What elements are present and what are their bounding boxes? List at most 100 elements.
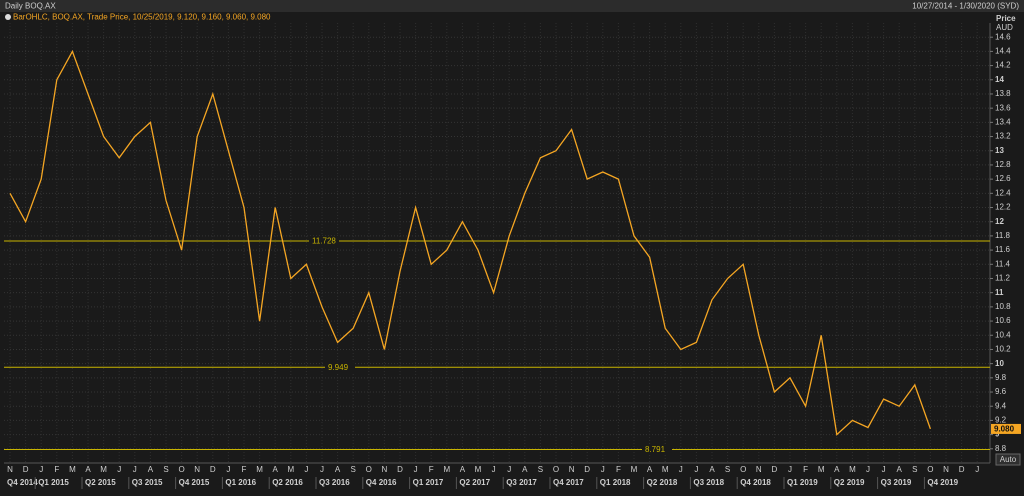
- quarter-label: Q4 2014: [7, 478, 38, 487]
- quarter-label: Q3 2016: [319, 478, 350, 487]
- x-tick-label: O: [178, 465, 184, 474]
- x-tick-label: N: [194, 465, 200, 474]
- x-tick-label: A: [897, 465, 903, 474]
- x-tick-label: M: [475, 465, 482, 474]
- y-tick-label: 9.2: [995, 416, 1007, 425]
- y-tick-label: 13.8: [995, 89, 1011, 98]
- x-tick-label: O: [366, 465, 372, 474]
- x-tick-label: M: [849, 465, 856, 474]
- auto-button[interactable]: [995, 453, 1021, 466]
- x-tick-label: D: [772, 465, 778, 474]
- reference-label: 9.949: [328, 363, 349, 372]
- quarter-label: Q3 2017: [506, 478, 537, 487]
- y-tick-label: 14: [995, 75, 1004, 84]
- y-tick-label: 12.6: [995, 174, 1011, 183]
- x-tick-label: S: [538, 465, 543, 474]
- x-tick-label: D: [23, 465, 29, 474]
- y-tick-label: 12: [995, 217, 1004, 226]
- x-tick-label: J: [320, 465, 324, 474]
- x-tick-label: N: [7, 465, 13, 474]
- x-tick-label: A: [709, 465, 715, 474]
- x-tick-label: M: [662, 465, 669, 474]
- legend-icon: [5, 14, 11, 20]
- y-tick-label: 10.8: [995, 302, 1011, 311]
- y-tick-label: 9.6: [995, 387, 1007, 396]
- quarter-label: Q1 2015: [38, 478, 69, 487]
- x-tick-label: J: [39, 465, 43, 474]
- quarter-label: Q4 2016: [366, 478, 397, 487]
- y-tick-label: 8.8: [995, 444, 1007, 453]
- y-tick-label: 11.2: [995, 274, 1011, 283]
- x-tick-label: D: [397, 465, 403, 474]
- x-tick-label: J: [694, 465, 698, 474]
- x-tick-label: D: [584, 465, 590, 474]
- y-tick-label: 12.2: [995, 203, 1011, 212]
- y-tick-label: 13.2: [995, 132, 1011, 141]
- y-tick-label: 9.8: [995, 373, 1007, 382]
- reference-label: 8.791: [645, 445, 666, 454]
- y-tick-label: 13: [995, 146, 1004, 155]
- x-tick-label: N: [943, 465, 949, 474]
- header-bar: [0, 0, 1024, 12]
- x-tick-label: F: [54, 465, 59, 474]
- y-tick-label: 14.4: [995, 46, 1011, 55]
- y-tick-label: 13.6: [995, 103, 1011, 112]
- x-tick-label: A: [335, 465, 341, 474]
- x-tick-label: M: [818, 465, 825, 474]
- reference-label-bg: [325, 362, 355, 373]
- x-tick-label: J: [866, 465, 870, 474]
- chart-title: Daily BOQ.AX: [5, 2, 56, 11]
- y-tick-label: 12.8: [995, 160, 1011, 169]
- x-tick-label: F: [803, 465, 808, 474]
- y-tick-label: 13.4: [995, 117, 1011, 126]
- x-tick-label: M: [69, 465, 76, 474]
- legend-text: BarOHLC, BOQ.AX, Trade Price, 10/25/2019…: [13, 13, 271, 22]
- auto-button-label[interactable]: Auto: [1000, 455, 1017, 464]
- last-price-box: [991, 423, 1021, 434]
- x-tick-label: J: [117, 465, 121, 474]
- quarter-label: Q3 2019: [881, 478, 912, 487]
- x-tick-label: A: [460, 465, 466, 474]
- x-tick-label: J: [975, 465, 979, 474]
- y-tick-label: 11.8: [995, 231, 1011, 240]
- x-tick-label: J: [304, 465, 308, 474]
- quarter-label: Q4 2019: [927, 478, 958, 487]
- quarter-label: Q2 2018: [647, 478, 678, 487]
- y-tick-label: 14.2: [995, 61, 1011, 70]
- x-tick-label: M: [287, 465, 294, 474]
- x-tick-label: J: [788, 465, 792, 474]
- x-tick-label: J: [507, 465, 511, 474]
- x-tick-label: N: [569, 465, 575, 474]
- x-tick-label: F: [429, 465, 434, 474]
- x-tick-label: A: [834, 465, 840, 474]
- reference-label-bg: [309, 236, 339, 247]
- quarter-label: Q1 2018: [600, 478, 631, 487]
- x-tick-label: D: [210, 465, 216, 474]
- x-tick-label: J: [414, 465, 418, 474]
- quarter-label: Q2 2019: [834, 478, 865, 487]
- last-price-label: 9.080: [994, 425, 1015, 434]
- y-tick-label: 10.2: [995, 345, 1011, 354]
- x-tick-label: N: [382, 465, 388, 474]
- x-tick-label: O: [740, 465, 746, 474]
- quarter-label: Q3 2015: [132, 478, 163, 487]
- quarter-label: Q4 2017: [553, 478, 584, 487]
- x-tick-label: J: [133, 465, 137, 474]
- y-tick-label: 10.6: [995, 316, 1011, 325]
- x-tick-label: S: [912, 465, 917, 474]
- x-tick-label: J: [679, 465, 683, 474]
- y-tick-label: 11.6: [995, 245, 1011, 254]
- x-tick-label: A: [522, 465, 528, 474]
- x-tick-label: J: [601, 465, 605, 474]
- x-tick-label: F: [242, 465, 247, 474]
- date-range: 10/27/2014 - 1/30/2020 (SYD): [912, 2, 1019, 11]
- x-tick-label: A: [85, 465, 91, 474]
- x-tick-label: N: [756, 465, 762, 474]
- y-tick-label: 10: [995, 359, 1004, 368]
- y-tick-label: 9.4: [995, 401, 1007, 410]
- quarter-label: Q1 2017: [413, 478, 444, 487]
- x-tick-label: S: [351, 465, 356, 474]
- quarter-label: Q1 2019: [787, 478, 818, 487]
